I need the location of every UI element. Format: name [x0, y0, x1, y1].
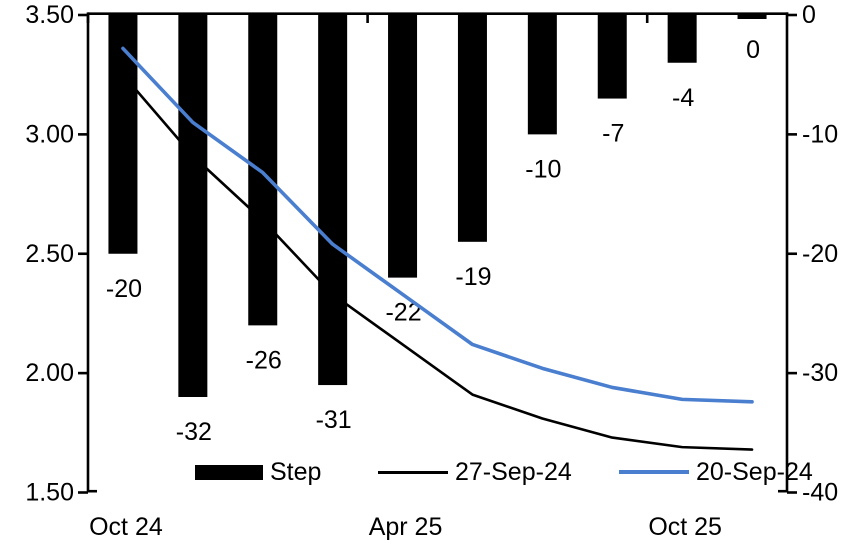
x-axis-label: Oct 25 — [648, 513, 722, 541]
step-bar-value-label: -26 — [246, 346, 282, 374]
step-bar-value-label: -19 — [455, 263, 491, 291]
legend-item-20-sep-24: 20-Sep-24 — [619, 457, 813, 486]
step-bar-value-label: -4 — [672, 84, 694, 112]
right-axis-tick-label: -30 — [802, 359, 838, 387]
line-20-sep-24 — [121, 46, 754, 404]
step-bar-value-label: -10 — [525, 155, 561, 183]
line-27-sep-24 — [121, 73, 754, 451]
step-bar — [457, 15, 487, 242]
left-axis-tick-label: 3.00 — [25, 120, 74, 148]
step-bar-value-label: -32 — [176, 418, 212, 446]
step-bar-swatch — [195, 464, 263, 480]
step-bar-value-label: 0 — [746, 36, 760, 64]
step-bar — [178, 15, 208, 397]
blue-line-swatch — [619, 470, 689, 474]
step-bar — [248, 15, 278, 326]
right-axis-tick-label: -40 — [802, 479, 838, 507]
step-bar — [527, 15, 557, 135]
left-axis-tick-label: 2.00 — [25, 359, 74, 387]
x-axis-label: Oct 24 — [89, 513, 163, 541]
legend-item-step: Step — [195, 457, 322, 486]
step-bar — [318, 15, 348, 386]
left-axis-tick-label: 3.50 — [25, 1, 74, 29]
right-axis-tick-label: -20 — [802, 240, 838, 268]
step-bar — [388, 15, 418, 278]
right-axis-tick-label: 0 — [802, 1, 816, 29]
legend-label-27-sep-24: 27-Sep-24 — [455, 457, 572, 486]
step-bar-value-label: -7 — [602, 120, 624, 148]
right-axis-tick-label: -10 — [802, 120, 838, 148]
step-bar — [737, 15, 767, 19]
legend-label-step: Step — [270, 457, 322, 486]
step-bar — [108, 15, 138, 254]
legend-item-27-sep-24: 27-Sep-24 — [378, 457, 572, 486]
black-line-swatch — [378, 470, 448, 474]
x-axis-label: Apr 25 — [369, 513, 443, 541]
left-axis-tick-label: 2.50 — [25, 240, 74, 268]
step-bar-value-label: -31 — [316, 406, 352, 434]
step-bar — [667, 15, 697, 63]
step-bar-value-label: -20 — [106, 275, 142, 303]
left-axis-tick-label: 1.50 — [25, 479, 74, 507]
step-bar — [597, 15, 627, 99]
legend-label-20-sep-24: 20-Sep-24 — [696, 457, 813, 486]
